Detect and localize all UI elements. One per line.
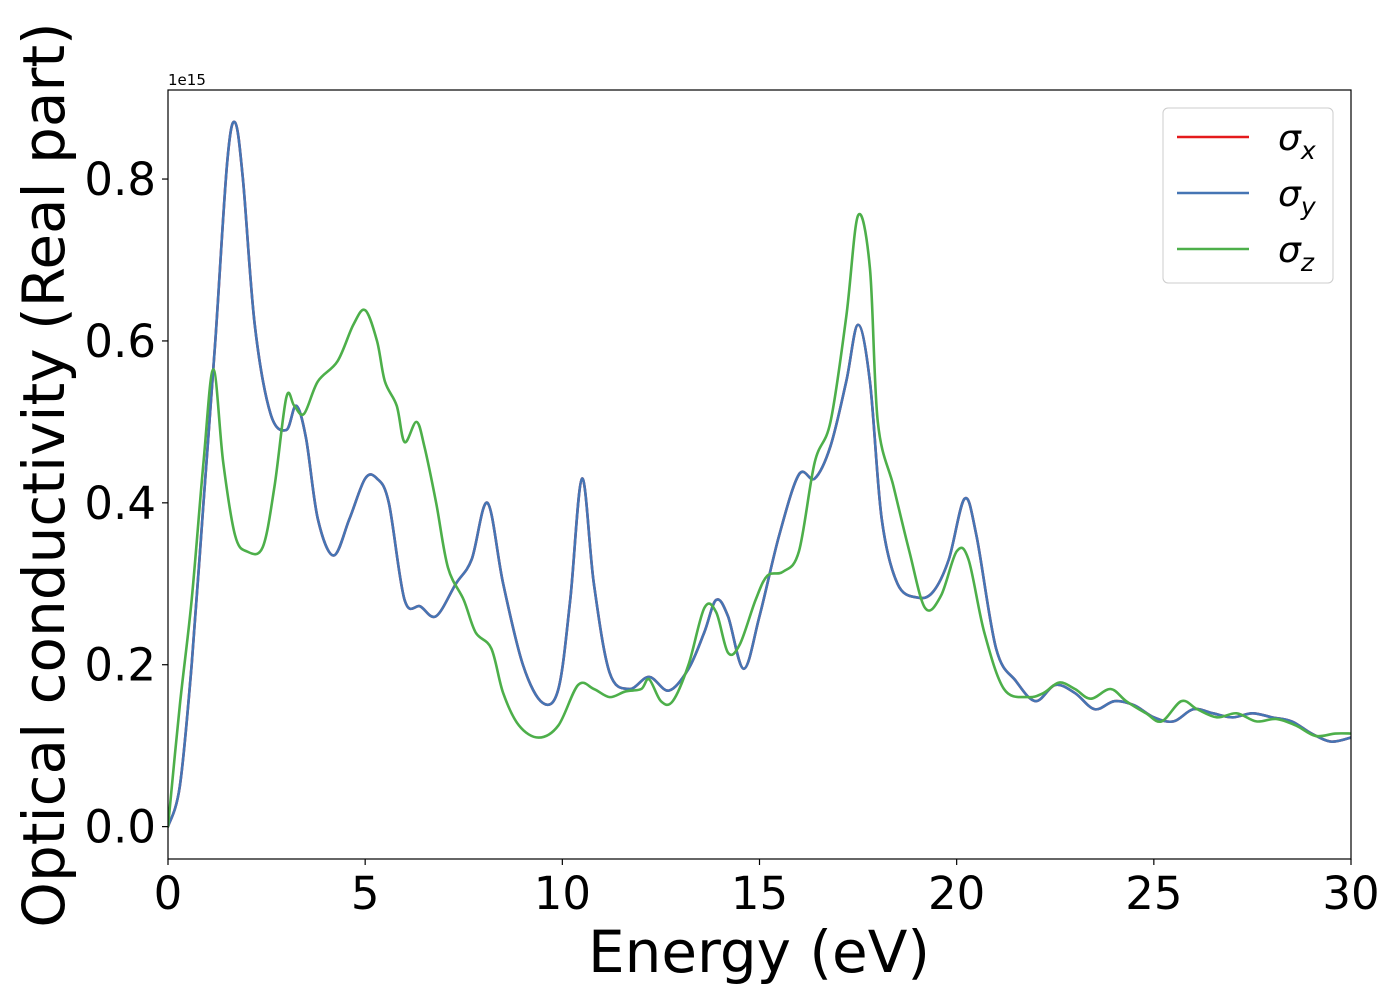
x-tick-label: 5: [351, 867, 380, 920]
y-tick-label: 0.0: [84, 801, 156, 854]
y-tick-label: 0.6: [84, 315, 156, 368]
x-axis-label: Energy (eV): [588, 918, 930, 986]
x-tick-label: 0: [154, 867, 183, 920]
y-axis-label: Optical conductivity (Real part): [10, 22, 78, 927]
x-tick-label: 15: [731, 867, 788, 920]
series-line-z: [168, 212, 1351, 828]
series-layer: [168, 120, 1351, 828]
legend-label-z: σz: [1278, 230, 1315, 277]
legend: σx σy σz: [1162, 107, 1334, 284]
x-axis-ticks: 0 5 10 15 20 25 30: [154, 859, 1380, 920]
y-axis-ticks: 0.0 0.2 0.4 0.6 0.8: [84, 153, 168, 854]
y-tick-label: 0.4: [84, 477, 156, 530]
x-tick-label: 20: [928, 867, 985, 920]
legend-label-x: σx: [1278, 118, 1316, 165]
legend-box: [1162, 107, 1334, 284]
y-offset-text: 1e15: [168, 71, 206, 89]
legend-items: σx σy σz: [1177, 118, 1317, 277]
legend-label-y: σy: [1278, 174, 1317, 221]
y-tick-label: 0.8: [84, 153, 156, 206]
series-line-y: [168, 120, 1351, 828]
x-tick-label: 10: [534, 867, 591, 920]
x-tick-label: 25: [1125, 867, 1182, 920]
y-tick-label: 0.2: [84, 639, 156, 692]
x-tick-label: 30: [1322, 867, 1379, 920]
